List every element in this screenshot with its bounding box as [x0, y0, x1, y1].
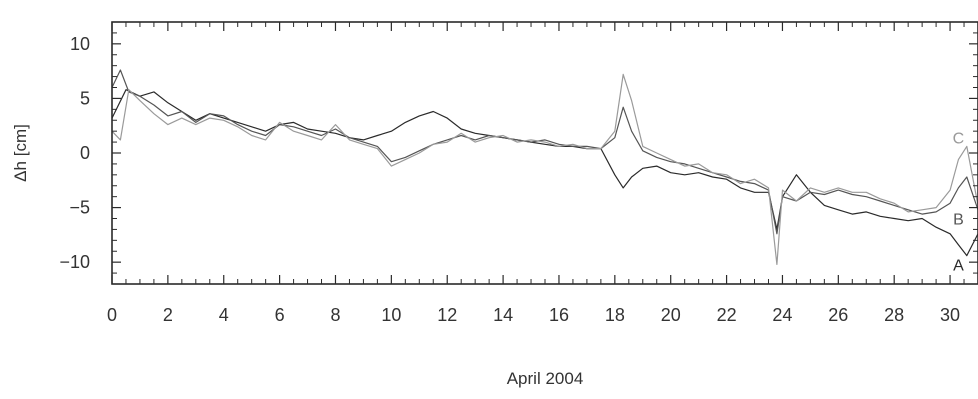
x-tick-labels: 0 2 4 6 8 10 12 14 16 18 20 22 24 26 28 30	[107, 305, 960, 325]
x-tick-label: 14	[493, 305, 513, 325]
y-tick-label: 10	[70, 34, 90, 54]
series-labels: A B C	[953, 131, 965, 275]
series-line-b	[111, 69, 978, 235]
series-label-a: A	[953, 257, 964, 274]
x-axis-label: April 2004	[507, 369, 584, 388]
plot-background	[112, 22, 978, 284]
x-tick-label: 22	[717, 305, 737, 325]
x-tick-label: 4	[219, 305, 229, 325]
x-tick-label: 18	[605, 305, 625, 325]
plot-frame	[111, 21, 978, 285]
x-tick-label: 30	[940, 305, 960, 325]
series-line-a	[111, 89, 978, 257]
minor-ticks	[112, 21, 978, 285]
x-tick-label: 8	[330, 305, 340, 325]
y-axis-label: Δh [cm]	[11, 124, 30, 182]
major-ticks	[111, 22, 978, 284]
x-tick-label: 12	[437, 305, 457, 325]
x-tick-label: 16	[549, 305, 569, 325]
series-layer	[111, 69, 978, 265]
x-tick-label: 10	[381, 305, 401, 325]
y-tick-label: 0	[80, 143, 90, 163]
x-tick-label: 20	[661, 305, 681, 325]
x-tick-label: 0	[107, 305, 117, 325]
y-tick-labels: 10 5 0 −5 −10	[59, 34, 90, 272]
series-label-c: C	[953, 131, 965, 148]
x-tick-label: 26	[828, 305, 848, 325]
series-line-c	[111, 73, 978, 265]
y-tick-label: 5	[80, 88, 90, 108]
x-tick-label: 2	[163, 305, 173, 325]
series-label-b: B	[953, 212, 964, 229]
y-tick-label: −5	[69, 198, 90, 218]
x-tick-label: 28	[884, 305, 904, 325]
x-tick-label: 24	[772, 305, 792, 325]
y-tick-label: −10	[59, 252, 90, 272]
x-tick-label: 6	[275, 305, 285, 325]
